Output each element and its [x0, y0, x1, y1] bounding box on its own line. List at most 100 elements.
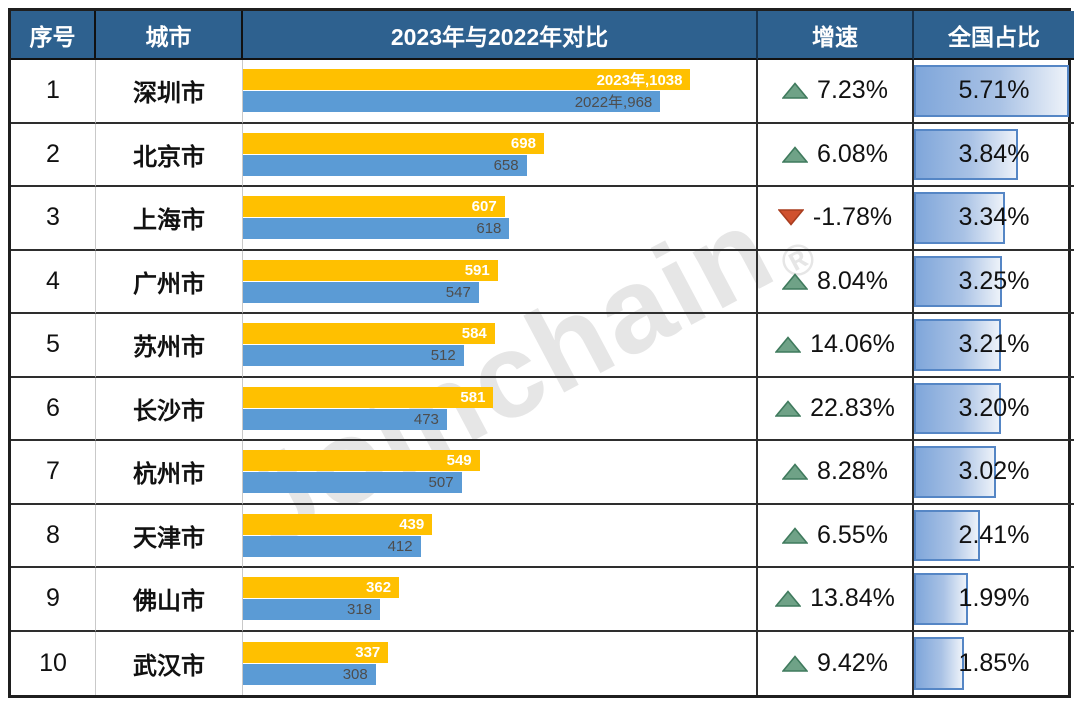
bar-2022: 618: [243, 218, 510, 240]
growth-value-label: 13.84%: [810, 584, 895, 613]
header-growth-label: 增速: [812, 23, 858, 50]
comparison-bar-cell: 337 308: [243, 631, 758, 695]
bar-2023-value-label: 549: [446, 452, 472, 470]
bar-2023: 337: [243, 641, 389, 663]
national-share-cell: 3.25%: [914, 251, 1074, 314]
bar-2023: 698: [243, 132, 544, 154]
header-index-label: 序号: [29, 23, 76, 50]
bar-2022: 658: [243, 154, 527, 176]
bar-2022: 2022年,968: [243, 91, 661, 113]
bar-2022-value-label: 658: [493, 156, 519, 174]
growth-value-label: 6.08%: [817, 139, 888, 168]
national-share-bar: [914, 192, 1005, 244]
national-share-cell: 3.02%: [914, 441, 1074, 505]
city-name-label: 武汉市: [133, 652, 205, 680]
growth-value-label: 9.42%: [817, 648, 888, 677]
trend-up-icon: [782, 463, 809, 481]
bar-2023-value-label: 439: [399, 515, 425, 533]
national-share-label: 3.84%: [958, 139, 1030, 168]
national-share-cell: 1.85%: [914, 632, 1074, 696]
bar-2023: 584: [243, 323, 495, 345]
row-index: 5: [11, 314, 96, 378]
bar-2022-value-label: 547: [445, 283, 471, 301]
bar-2023-value-label: 698: [510, 134, 536, 152]
bar-2022-value-label: 507: [428, 474, 454, 492]
trend-up-icon: [775, 590, 802, 608]
bar-2023-value-label: 2023年,1038: [596, 72, 683, 90]
bar-2023: 2023年,1038: [243, 69, 691, 91]
bar-2023-value-label: 362: [366, 579, 392, 597]
national-share-bar: [914, 255, 1003, 307]
national-share-bar: [914, 636, 965, 690]
bar-2022-value-label: 412: [387, 537, 413, 555]
bar-2022: 473: [243, 408, 447, 430]
national-share-bar: [914, 382, 1002, 434]
growth-cell: -1.78%: [758, 187, 914, 251]
city-name-label: 佛山市: [133, 588, 205, 616]
bar-2022-value-label: 318: [347, 601, 373, 619]
city-name: 长沙市: [96, 377, 243, 441]
city-name-label: 长沙市: [133, 397, 205, 425]
city-name: 武汉市: [96, 631, 243, 695]
national-share-label: 1.99%: [958, 584, 1030, 613]
national-share-bar: [914, 509, 980, 561]
row-index-label: 7: [46, 457, 60, 486]
bar-2022-value-label: 308: [342, 665, 368, 683]
row-index-label: 8: [46, 520, 60, 549]
row-index: 7: [11, 441, 96, 505]
growth-cell: 8.04%: [758, 250, 914, 314]
row-index: 8: [11, 504, 96, 568]
bar-2022-value-label: 618: [476, 220, 502, 238]
city-name: 杭州市: [96, 441, 243, 505]
growth-cell: 22.83%: [758, 377, 914, 441]
row-index-label: 1: [46, 76, 60, 105]
comparison-bar-cell: 698 658: [243, 123, 758, 187]
bar-2022-value-label: 512: [430, 347, 456, 365]
header-index: 序号: [11, 11, 96, 60]
city-name-label: 天津市: [133, 524, 205, 552]
growth-value-label: 6.55%: [817, 520, 888, 549]
national-share-cell: 3.20%: [914, 378, 1074, 441]
city-name-label: 上海市: [133, 207, 205, 235]
comparison-bar-cell: 581 473: [243, 377, 758, 441]
comparison-bar-cell: 549 507: [243, 441, 758, 505]
national-share-label: 3.02%: [958, 457, 1030, 486]
trend-up-icon: [782, 526, 809, 544]
header-city-label: 城市: [145, 23, 192, 50]
header-share-label: 全国占比: [948, 23, 1040, 50]
trend-up-icon: [775, 336, 802, 354]
growth-cell: 7.23%: [758, 60, 914, 124]
growth-cell: 13.84%: [758, 568, 914, 632]
bar-2023-value-label: 337: [355, 643, 381, 661]
trend-up-icon: [782, 654, 809, 672]
growth-cell: 6.55%: [758, 504, 914, 568]
row-index-label: 5: [46, 330, 60, 359]
national-share-bar: [914, 128, 1019, 180]
city-name: 苏州市: [96, 314, 243, 378]
header-share: 全国占比: [914, 11, 1074, 60]
comparison-bar-cell: 362 318: [243, 568, 758, 632]
national-share-cell: 1.99%: [914, 568, 1074, 632]
city-name-label: 广州市: [133, 270, 205, 298]
national-share-bar: [914, 446, 997, 498]
national-share-label: 5.71%: [958, 76, 1030, 105]
national-share-cell: 3.34%: [914, 187, 1074, 251]
bar-2022: 308: [243, 663, 376, 685]
row-index: 3: [11, 187, 96, 251]
bar-2022: 547: [243, 281, 479, 303]
national-share-label: 3.25%: [958, 266, 1030, 295]
comparison-bar-cell: 439 412: [243, 504, 758, 568]
city-name-label: 深圳市: [133, 80, 205, 108]
row-index: 10: [11, 631, 96, 695]
trend-up-icon: [775, 399, 802, 417]
row-index: 6: [11, 377, 96, 441]
bar-2023-value-label: 591: [464, 261, 490, 279]
comparison-bar-cell: 584 512: [243, 314, 758, 378]
header-comparison-label: 2023年与2022年对比: [390, 23, 609, 50]
national-share-bar: [914, 319, 1002, 371]
bar-2022-value-label: 473: [413, 410, 439, 428]
bar-2023: 362: [243, 577, 400, 599]
bar-2023-value-label: 584: [461, 325, 487, 343]
bar-2023-value-label: 607: [471, 198, 497, 216]
national-share-label: 1.85%: [958, 648, 1030, 677]
